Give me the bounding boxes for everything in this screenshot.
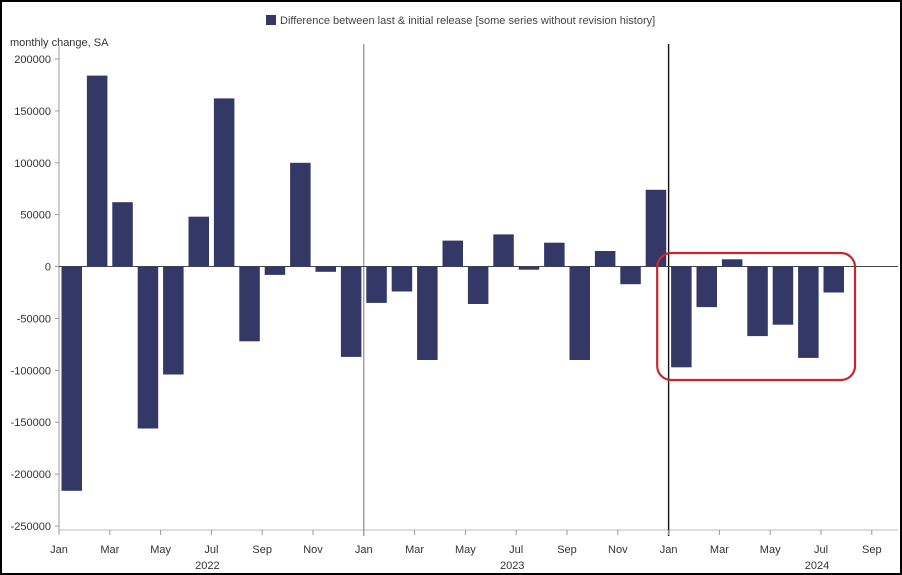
- y-tick-label: 0: [45, 262, 51, 274]
- y-tick-label: -200000: [11, 469, 51, 481]
- bar: [645, 189, 667, 267]
- bar: [264, 266, 286, 275]
- bar: [493, 234, 514, 267]
- bar: [188, 216, 209, 267]
- highlight-annotation: [656, 251, 857, 382]
- x-tick-label: Mar: [100, 544, 119, 556]
- legend-swatch: [266, 15, 276, 25]
- x-tick-label: Sep: [862, 544, 882, 556]
- bar: [671, 266, 692, 368]
- bar: [340, 266, 362, 357]
- legend: Difference between last & initial releas…: [266, 15, 655, 27]
- bars: [61, 75, 857, 491]
- bar: [315, 266, 336, 272]
- bar: [772, 266, 794, 325]
- bar: [239, 266, 260, 342]
- x-tick-label: Jan: [355, 544, 373, 556]
- y-tick-label: 200000: [14, 54, 51, 66]
- bar: [696, 266, 717, 308]
- y-axis-label: monthly change, SA: [10, 37, 109, 49]
- year-labels: 2022 2023 2024: [195, 560, 829, 572]
- x-tick-label: Jan: [660, 544, 678, 556]
- bar: [163, 266, 184, 375]
- x-tick-label: May: [455, 544, 476, 556]
- x-tick-label: May: [150, 544, 171, 556]
- bar: [823, 266, 844, 293]
- bar: [721, 259, 743, 267]
- bar: [798, 266, 819, 358]
- y-axis: 200000 150000 100000 50000 0 -50000 -100000 -15…: [11, 54, 59, 533]
- bar: [61, 266, 82, 491]
- year-label: 2022: [195, 560, 219, 572]
- bar: [620, 266, 641, 285]
- x-tick-label: Jan: [50, 544, 68, 556]
- x-tick-label: Jul: [204, 544, 218, 556]
- year-label: 2023: [500, 560, 524, 572]
- x-tick-label: Nov: [608, 544, 628, 556]
- bar: [213, 98, 235, 267]
- x-tick-label: Nov: [303, 544, 323, 556]
- x-tick-label: Mar: [405, 544, 424, 556]
- y-tick-label: -100000: [11, 365, 51, 377]
- x-tick-label: Sep: [252, 544, 272, 556]
- bar: [442, 240, 463, 267]
- bar: [366, 266, 387, 303]
- y-tick-label: -50000: [17, 313, 51, 325]
- x-tick-label: May: [760, 544, 781, 556]
- bar: [417, 266, 438, 360]
- y-tick-label: 150000: [14, 106, 51, 118]
- y-tick-label: -250000: [11, 521, 51, 533]
- x-tick-label: Mar: [710, 544, 729, 556]
- x-tick-label: Sep: [557, 544, 577, 556]
- bar: [544, 242, 565, 267]
- bar: [594, 251, 616, 267]
- bar: [137, 266, 159, 429]
- bar: [112, 202, 133, 267]
- y-tick-label: -150000: [11, 417, 51, 429]
- x-axis: Jan Mar May Jul Sep Nov Jan Mar May Jul Sep Nov Jan M…: [50, 530, 882, 556]
- bar: [290, 162, 311, 267]
- bar: [569, 266, 590, 360]
- bar: [391, 266, 413, 292]
- x-tick-label: Jul: [814, 544, 828, 556]
- legend-label: Difference between last & initial releas…: [280, 15, 655, 27]
- plot-area: [58, 44, 898, 536]
- bar: [86, 75, 108, 267]
- bar: [467, 266, 489, 304]
- y-tick-label: 100000: [14, 158, 51, 170]
- x-tick-label: Jul: [509, 544, 523, 556]
- bar: [518, 266, 540, 270]
- year-label: 2024: [805, 560, 829, 572]
- y-tick-label: 50000: [20, 210, 51, 222]
- bar: [747, 266, 768, 337]
